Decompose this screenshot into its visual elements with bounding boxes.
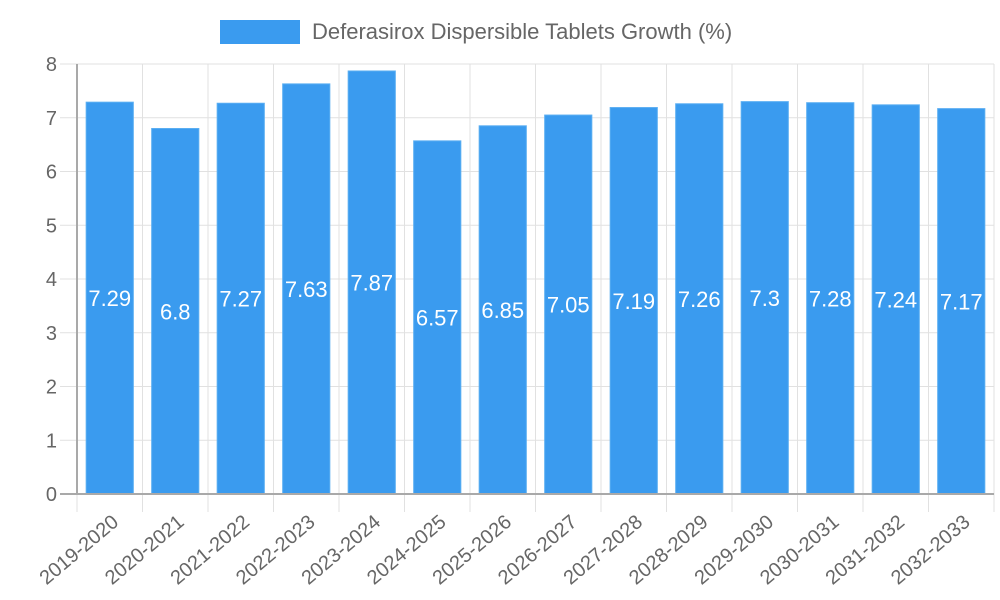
bar-value-label: 7.28 xyxy=(809,286,852,311)
bar[interactable] xyxy=(216,102,265,495)
bar-value-label: 7.24 xyxy=(874,287,917,312)
bar[interactable] xyxy=(478,125,527,495)
bar[interactable] xyxy=(740,101,789,495)
bar[interactable] xyxy=(282,83,331,495)
bar-value-label: 7.17 xyxy=(940,289,983,314)
bar-value-label: 6.85 xyxy=(481,298,524,323)
bar[interactable] xyxy=(806,102,855,495)
bar-value-labels: 7.29 6.8 7.27 7.63 7.87 6.57 6.85 7.05 7.19 7.26 7… xyxy=(88,270,982,330)
x-axis-ticks: 2019-20202020-20212021-20222022-20232023… xyxy=(36,511,975,589)
bar-value-label: 7.3 xyxy=(749,286,780,311)
bar[interactable] xyxy=(151,128,200,495)
y-tick-label: 7 xyxy=(46,108,57,130)
y-tick-label: 1 xyxy=(46,430,57,452)
bar-value-label: 7.27 xyxy=(219,287,262,312)
bar[interactable] xyxy=(347,70,396,495)
y-tick-label: 8 xyxy=(46,54,57,76)
bar[interactable] xyxy=(609,107,658,495)
y-tick-label: 2 xyxy=(46,377,57,399)
bar[interactable] xyxy=(85,101,134,495)
legend-swatch xyxy=(220,20,300,44)
bar-value-label: 6.8 xyxy=(160,299,191,324)
y-tick-label: 5 xyxy=(46,215,57,237)
y-tick-label: 3 xyxy=(46,323,57,345)
bar-value-label: 6.57 xyxy=(416,305,459,330)
y-axis-ticks: 0 1 2 3 4 5 6 7 8 xyxy=(46,54,57,506)
bar[interactable] xyxy=(675,103,724,495)
legend[interactable]: Deferasirox Dispersible Tablets Growth (… xyxy=(220,19,732,44)
bar-value-label: 7.63 xyxy=(285,277,328,302)
legend-label: Deferasirox Dispersible Tablets Growth (… xyxy=(312,19,732,44)
bar-value-label: 7.87 xyxy=(350,270,393,295)
y-tick-label: 4 xyxy=(46,269,57,291)
axes xyxy=(60,64,994,495)
bar-value-label: 7.26 xyxy=(678,287,721,312)
y-tick-label: 6 xyxy=(46,162,57,184)
bar-value-label: 7.05 xyxy=(547,293,590,318)
y-tick-label: 0 xyxy=(46,484,57,506)
bar-value-label: 7.29 xyxy=(88,286,131,311)
bar[interactable] xyxy=(544,114,593,495)
bar-value-label: 7.19 xyxy=(612,289,655,314)
grid-lines xyxy=(60,63,995,512)
bars xyxy=(85,70,986,495)
bar[interactable] xyxy=(937,108,986,495)
bar[interactable] xyxy=(871,104,920,495)
bar[interactable] xyxy=(413,140,462,495)
